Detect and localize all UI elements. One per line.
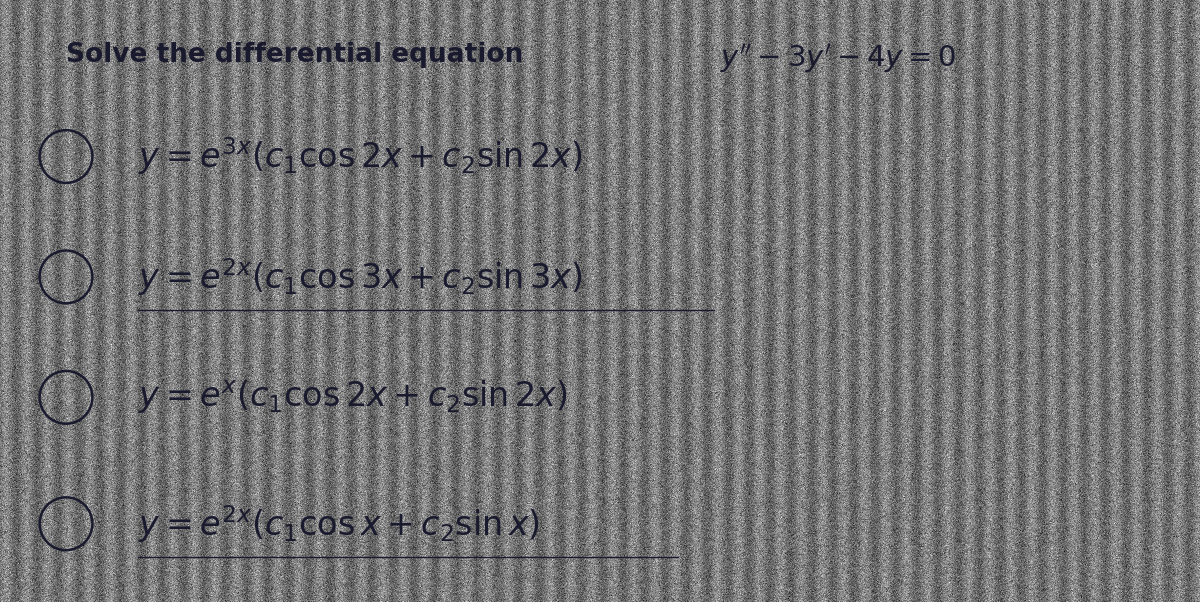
Text: $y = e^{2x}(c_1 \cos 3x + c_2 \sin 3x)$: $y = e^{2x}(c_1 \cos 3x + c_2 \sin 3x)$ xyxy=(138,256,582,298)
Text: $y = e^{2x}(c_1 \cos x + c_2 \sin x)$: $y = e^{2x}(c_1 \cos x + c_2 \sin x)$ xyxy=(138,503,540,545)
Text: $y = e^{3x}(c_1 \cos 2x + c_2 \sin 2x)$: $y = e^{3x}(c_1 \cos 2x + c_2 \sin 2x)$ xyxy=(138,135,582,178)
Text: $\mathit{y''} - 3\mathit{y'} - 4\mathit{y} = 0$: $\mathit{y''} - 3\mathit{y'} - 4\mathit{… xyxy=(720,42,956,75)
Text: $y = e^{x}(c_1 \cos 2x + c_2 \sin 2x)$: $y = e^{x}(c_1 \cos 2x + c_2 \sin 2x)$ xyxy=(138,379,568,416)
Text: Solve the differential equation: Solve the differential equation xyxy=(66,42,523,68)
